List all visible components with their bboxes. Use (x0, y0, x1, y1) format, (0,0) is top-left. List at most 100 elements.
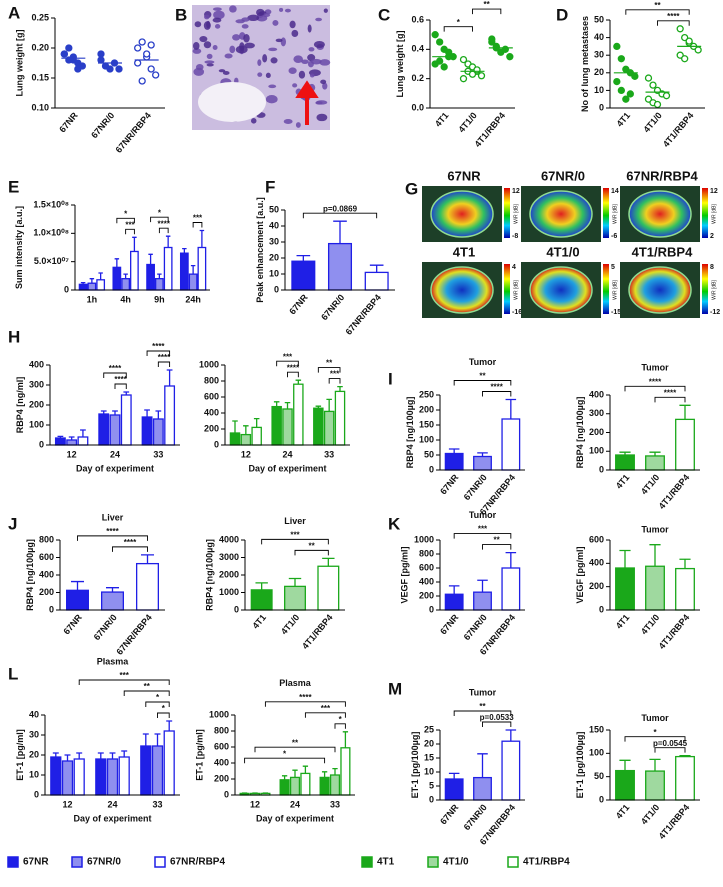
data-point (477, 72, 486, 80)
image-label: 67NR/0 (541, 168, 585, 183)
significance-label: * (124, 209, 128, 218)
significance-bracket (443, 26, 473, 32)
data-point (138, 38, 146, 46)
error-bar (649, 451, 661, 456)
bar (279, 779, 290, 796)
cell-nucleus (319, 59, 331, 66)
y-tick-label: 40 (269, 220, 279, 230)
bar (329, 774, 341, 796)
bar (151, 745, 164, 796)
y-tick-label: 0 (214, 439, 219, 449)
error-bar (243, 425, 249, 435)
cell-nucleus (232, 34, 241, 41)
data-point (644, 74, 653, 82)
bar (229, 432, 241, 446)
bar (152, 418, 164, 446)
cell-nucleus (284, 8, 291, 13)
error-bar (155, 410, 162, 419)
y-tick-label: 200 (204, 423, 219, 433)
significance-bracket (624, 385, 686, 392)
y-tick-label: 3000 (219, 552, 239, 562)
significance-bracket (125, 228, 135, 235)
cell-nucleus (243, 33, 250, 43)
bar (164, 385, 176, 446)
error-bar (337, 385, 343, 392)
color-bar-max: 5 (611, 264, 615, 271)
color-bar-min: 2 (710, 233, 714, 240)
significance-bracket (482, 544, 512, 550)
x-tick-label: 67NR/0 (92, 612, 119, 642)
panel-letter: D (556, 5, 568, 24)
significance-bracket (264, 701, 346, 707)
y-tick-label: 800 (204, 375, 219, 385)
bar (327, 242, 353, 291)
data-point (459, 55, 468, 64)
error-bar (448, 585, 460, 595)
significance-bracket (145, 701, 170, 707)
y-tick-label: 0 (599, 604, 604, 614)
legend-label: 4T1 (377, 857, 395, 868)
error-bar (157, 273, 162, 279)
error-bar (97, 752, 104, 759)
significance-label: ** (144, 682, 151, 691)
data-point (143, 50, 151, 58)
x-axis-label: Day of experiment (76, 463, 154, 473)
cell-nucleus (313, 41, 325, 49)
x-tick-label: 24 (282, 449, 292, 459)
cell-nucleus (293, 55, 304, 63)
bar (95, 758, 107, 796)
bar (61, 760, 74, 796)
y-tick-label: 4000 (219, 534, 239, 544)
x-tick-label: 4h (120, 294, 131, 304)
error-bar (296, 254, 311, 262)
error-bar (505, 729, 517, 742)
error-bar (333, 220, 347, 244)
y-tick-label: 0.20 (31, 42, 49, 52)
error-bar (321, 771, 328, 778)
bar (188, 273, 198, 291)
lumen (198, 82, 266, 122)
cell-nucleus (235, 45, 248, 54)
bar (87, 282, 97, 291)
y-tick-label: 600 (39, 552, 54, 562)
panel-letter: H (8, 327, 20, 346)
panel-title: Tumor (641, 713, 669, 723)
significance-label: *** (283, 352, 293, 361)
y-tick-label: 600 (204, 391, 219, 401)
y-axis-label: RBP4 [ng/100µg] (205, 539, 215, 611)
y-tick-label: 0 (599, 464, 604, 474)
legend-swatch (71, 856, 83, 868)
x-tick-label: 4T1 (433, 110, 451, 128)
significance-bracket (482, 391, 512, 397)
y-tick-label: 600 (589, 534, 604, 544)
bar (197, 246, 207, 291)
panel-letter: L (8, 664, 18, 683)
x-tick-label: 67NR/0 (319, 292, 346, 322)
panel-letter: I (388, 369, 393, 388)
y-tick-label: 30 (29, 729, 39, 739)
significance-label: **** (664, 388, 677, 397)
significance-label: * (283, 749, 287, 758)
bar (282, 408, 293, 446)
data-point (617, 86, 625, 95)
y-tick-label: 1000 (219, 587, 239, 597)
cell-nucleus (257, 72, 263, 77)
panel-title: Tumor (641, 524, 669, 534)
significance-bracket (453, 533, 512, 539)
bar (101, 591, 125, 611)
error-bar (505, 551, 517, 568)
y-tick-label: 0 (34, 789, 39, 799)
color-bar-unit: WiR [dB] (711, 204, 717, 224)
bar (250, 589, 273, 611)
bar (289, 776, 301, 796)
y-tick-label: 200 (419, 404, 434, 414)
bar (118, 756, 130, 796)
significance-label: * (156, 693, 160, 702)
bar (444, 593, 464, 611)
error-bar (332, 767, 338, 775)
y-tick-label: 20 (594, 67, 604, 77)
data-point (436, 38, 444, 46)
x-tick-label: 4T1 (615, 110, 633, 128)
cell-nucleus (206, 20, 211, 29)
y-tick-label: 300 (29, 379, 44, 389)
